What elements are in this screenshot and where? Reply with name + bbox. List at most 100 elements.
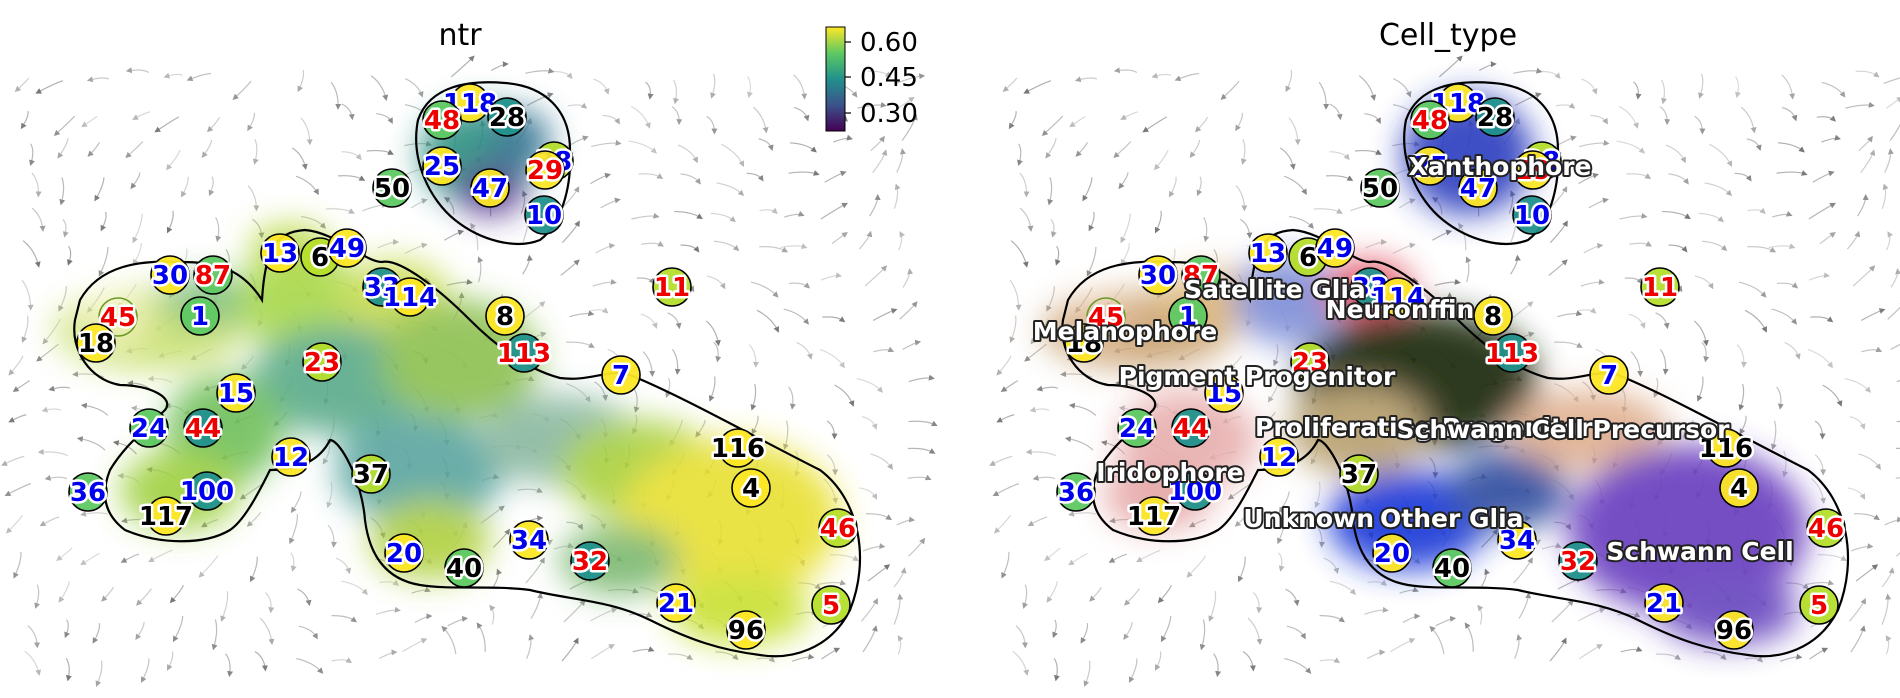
stream-arrow: [147, 375, 173, 384]
stream-arrow: [996, 414, 1015, 423]
cluster-label: 96: [1716, 616, 1752, 646]
stream-arrow: [1319, 657, 1341, 664]
stream-arrow: [1768, 243, 1796, 249]
stream-arrow: [132, 243, 142, 266]
cluster-label: 32: [572, 547, 608, 577]
stream-arrow: [641, 240, 665, 247]
colorbar-tick: 0.60: [860, 28, 918, 58]
stream-arrow: [211, 619, 218, 651]
stream-arrow: [72, 371, 105, 378]
stream-arrow: [64, 619, 70, 639]
cluster-node: [98, 297, 138, 337]
cluster-label: 11: [654, 273, 690, 303]
cluster-node: [327, 228, 367, 268]
stream-arrow: [1659, 348, 1669, 375]
stream-arrow: [246, 511, 262, 527]
stream-arrow: [897, 96, 915, 109]
stream-arrow: [665, 378, 671, 399]
stream-arrow: [867, 70, 892, 78]
stream-arrow: [1778, 142, 1805, 153]
stream-arrow: [1771, 308, 1798, 325]
stream-arrow: [1736, 344, 1747, 368]
stream-arrow: [674, 210, 703, 220]
cluster-label: 18: [1066, 329, 1102, 359]
cluster-node: [129, 408, 169, 448]
stream-arrow: [377, 239, 400, 249]
cluster-label: 1: [191, 302, 209, 332]
cluster-node: [68, 472, 108, 512]
stream-arrow: [1738, 383, 1745, 411]
stream-arrow: [1136, 549, 1161, 563]
stream-arrow: [1392, 242, 1416, 254]
stream-arrow: [254, 650, 268, 672]
stream-arrow: [593, 78, 610, 95]
stream-arrow: [1025, 448, 1056, 457]
cluster-node: [504, 333, 544, 373]
stream-arrow: [341, 103, 355, 121]
cluster-node: [1475, 97, 1515, 137]
stream-arrow: [1108, 553, 1128, 563]
cluster-label: 1: [1179, 302, 1197, 332]
stream-arrow: [1237, 556, 1246, 583]
stream-arrow: [1662, 210, 1691, 220]
stream-arrow: [1068, 402, 1097, 416]
stream-arrow: [58, 286, 67, 312]
stream-arrow: [1860, 149, 1876, 174]
cluster-label: 11: [1642, 273, 1678, 303]
stream-arrow: [95, 660, 103, 687]
cluster-node: [470, 168, 510, 208]
stream-arrow: [35, 80, 64, 94]
stream-arrow: [1135, 375, 1161, 384]
stream-arrow: [748, 344, 759, 368]
stream-arrow: [1273, 344, 1279, 367]
stream-arrow: [1074, 76, 1098, 83]
stream-arrow: [783, 420, 789, 451]
stream-arrow: [710, 73, 716, 99]
stream-arrow: [1477, 604, 1484, 625]
stream-arrow: [1881, 593, 1892, 625]
cluster-label: 48: [424, 106, 460, 136]
cluster-label: 49: [1317, 234, 1353, 264]
cluster-node: [1064, 323, 1104, 363]
stream-arrow: [525, 67, 555, 74]
cluster-label: 5: [822, 591, 840, 621]
stream-arrow: [290, 491, 302, 514]
cluster-node: [652, 267, 692, 307]
stream-arrow: [13, 551, 22, 579]
stream-arrow: [341, 151, 362, 161]
stream-arrow: [240, 355, 254, 370]
stream-arrow: [1279, 147, 1296, 171]
stream-arrow: [1668, 244, 1688, 253]
stream-arrow: [784, 210, 805, 218]
cluster-node: [1168, 296, 1208, 336]
stream-arrow: [1659, 106, 1671, 126]
stream-arrow: [1247, 617, 1263, 646]
stream-arrow: [1019, 207, 1034, 232]
stream-arrow: [1064, 436, 1094, 451]
stream-arrow: [695, 420, 706, 438]
stream-arrow: [31, 172, 42, 198]
stream-arrow: [630, 105, 651, 129]
stream-arrow: [135, 621, 145, 641]
cell-type-label: Pigment Progenitor: [1119, 362, 1396, 391]
cluster-label: 36: [70, 478, 106, 508]
stream-arrow: [1326, 175, 1354, 181]
stream-arrow: [1579, 644, 1603, 660]
stream-arrow: [897, 635, 904, 655]
stream-arrow: [893, 567, 907, 588]
stream-arrow: [1398, 198, 1416, 209]
cluster-node: [271, 437, 311, 477]
stream-arrow: [249, 556, 258, 583]
stream-arrow: [793, 74, 808, 100]
stream-arrow: [1580, 278, 1605, 287]
stream-arrow: [1772, 210, 1793, 218]
stream-arrow: [1814, 420, 1826, 440]
cluster-node: [818, 508, 858, 548]
stream-arrow: [59, 177, 66, 206]
stream-arrow: [1884, 516, 1900, 526]
stream-arrow: [1399, 586, 1419, 594]
cluster-node: [1473, 296, 1513, 336]
stream-arrow: [1120, 111, 1139, 120]
cluster-node: [1117, 408, 1157, 448]
stream-arrow: [1554, 341, 1583, 348]
